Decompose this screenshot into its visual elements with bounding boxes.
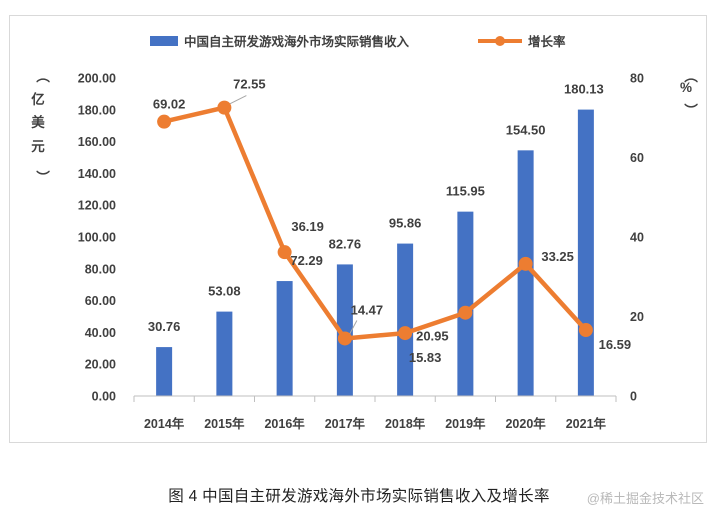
legend-bar-label: 中国自主研发游戏海外市场实际销售收入 [184, 34, 410, 49]
line-marker [217, 100, 232, 115]
svg-text:）: ） [35, 170, 50, 184]
line-data-label: 69.02 [153, 97, 186, 112]
bar-data-label: 180.13 [564, 82, 604, 97]
left-tick-label: 100.00 [78, 231, 116, 245]
line-data-label: 15.83 [409, 350, 442, 365]
bar-data-labels: 30.76 53.08 72.29 82.76 95.86 115.95 154.50 180… [148, 82, 604, 334]
growth-rate-markers [157, 100, 593, 346]
x-tick-label: 2014年 [144, 416, 185, 431]
line-data-label: 33.25 [541, 249, 574, 264]
right-tick-label: 80 [630, 72, 644, 86]
svg-text:元: 元 [31, 139, 45, 154]
right-tick-label: 0 [630, 390, 637, 404]
right-axis-unit: （% ） [680, 69, 698, 117]
legend-line-marker [495, 36, 505, 46]
left-tick-label: 40.00 [85, 326, 116, 340]
bar-data-label: 30.76 [148, 319, 181, 334]
leader-line [348, 320, 358, 336]
left-tick-label: 140.00 [78, 167, 116, 181]
leader-line [228, 95, 247, 106]
left-tick-label: 60.00 [85, 294, 116, 308]
right-unit-char: ） [683, 103, 698, 117]
watermark: @稀土掘金技术社区 [586, 491, 704, 506]
legend-line-label: 增长率 [528, 34, 566, 49]
bar-data-label: 72.29 [290, 253, 323, 268]
bar-data-label: 115.95 [446, 184, 485, 199]
line-marker [518, 256, 533, 271]
legend: 中国自主研发游戏海外市场实际销售收入 增长率 [150, 34, 566, 49]
line-marker [277, 245, 292, 260]
right-unit-char: （ [683, 69, 698, 83]
bar [156, 347, 173, 396]
x-axis-ticks: 2014年 2015年 2016年 2017年 2018年 2019年 2020年 2021年 [133, 396, 617, 431]
svg-text:）: ） [683, 103, 698, 117]
right-tick-label: 20 [630, 310, 644, 324]
bar [336, 264, 353, 396]
x-tick-label: 2018年 [385, 416, 426, 431]
right-axis-ticks: 0 20 40 60 80 [630, 72, 644, 404]
right-tick-label: 60 [630, 151, 644, 165]
leader-lines [228, 95, 358, 336]
bar [577, 109, 594, 397]
left-unit-char: （ [35, 69, 50, 83]
svg-text:（: （ [683, 69, 698, 83]
x-tick-label: 2016年 [264, 416, 305, 431]
left-unit-char: ） [35, 170, 50, 184]
left-tick-label: 180.00 [78, 103, 116, 117]
bar [517, 150, 534, 396]
growth-rate-line [163, 105, 588, 341]
left-tick-label: 200.00 [78, 72, 116, 86]
right-unit-char: % [680, 80, 692, 95]
x-tick-label: 2021年 [566, 416, 607, 431]
svg-text:%: % [680, 80, 692, 95]
line-marker [157, 114, 172, 129]
line-marker [458, 305, 473, 320]
x-tick-label: 2019年 [445, 416, 486, 431]
line-data-label: 14.47 [351, 302, 384, 317]
bar-data-label: 95.86 [389, 216, 422, 231]
line-marker [578, 323, 593, 338]
line-data-labels: 69.02 72.55 36.19 14.47 15.83 20.95 33.25 16.59 [153, 77, 631, 365]
svg-text:（: （ [35, 69, 50, 83]
bar [457, 211, 474, 396]
x-tick-label: 2020年 [505, 416, 546, 431]
bar-data-label: 53.08 [208, 284, 241, 299]
figure-caption: 图 4 中国自主研发游戏海外市场实际销售收入及增长率 [168, 488, 550, 505]
svg-text:美: 美 [31, 114, 45, 130]
bar-data-label: 82.76 [329, 236, 362, 251]
left-tick-label: 80.00 [85, 262, 116, 276]
chart: （ 亿美元 ） （% ） 0.00 20.00 40.00 60.00 80.00 100.00… [31, 34, 698, 431]
bar-data-label: 154.50 [506, 122, 546, 137]
bar [397, 243, 414, 396]
svg-text:亿: 亿 [31, 91, 45, 107]
left-tick-label: 120.00 [78, 199, 116, 213]
left-tick-label: 20.00 [85, 358, 116, 372]
line-data-label: 72.55 [233, 77, 266, 92]
left-tick-label: 0.00 [92, 390, 116, 404]
right-tick-label: 40 [630, 231, 644, 245]
line-data-label: 16.59 [599, 337, 632, 352]
left-unit-char: 元 [31, 139, 45, 154]
line-marker [398, 326, 413, 341]
x-tick-label: 2017年 [325, 416, 366, 431]
left-tick-label: 160.00 [78, 135, 116, 149]
left-unit-char: 美 [31, 114, 45, 130]
left-axis-ticks: 0.00 20.00 40.00 60.00 80.00 100.00 120.00 140.… [78, 72, 116, 404]
bar [276, 281, 293, 396]
legend-bar-swatch [150, 36, 178, 46]
line-marker [337, 331, 352, 346]
line-data-label: 36.19 [291, 219, 324, 234]
bar-series [156, 109, 594, 397]
x-tick-label: 2015年 [204, 416, 245, 431]
line-data-label: 20.95 [416, 329, 449, 344]
bar [216, 311, 233, 396]
left-unit-char: 亿 [31, 91, 45, 107]
left-axis-unit: （ 亿美元 ） [31, 69, 50, 184]
